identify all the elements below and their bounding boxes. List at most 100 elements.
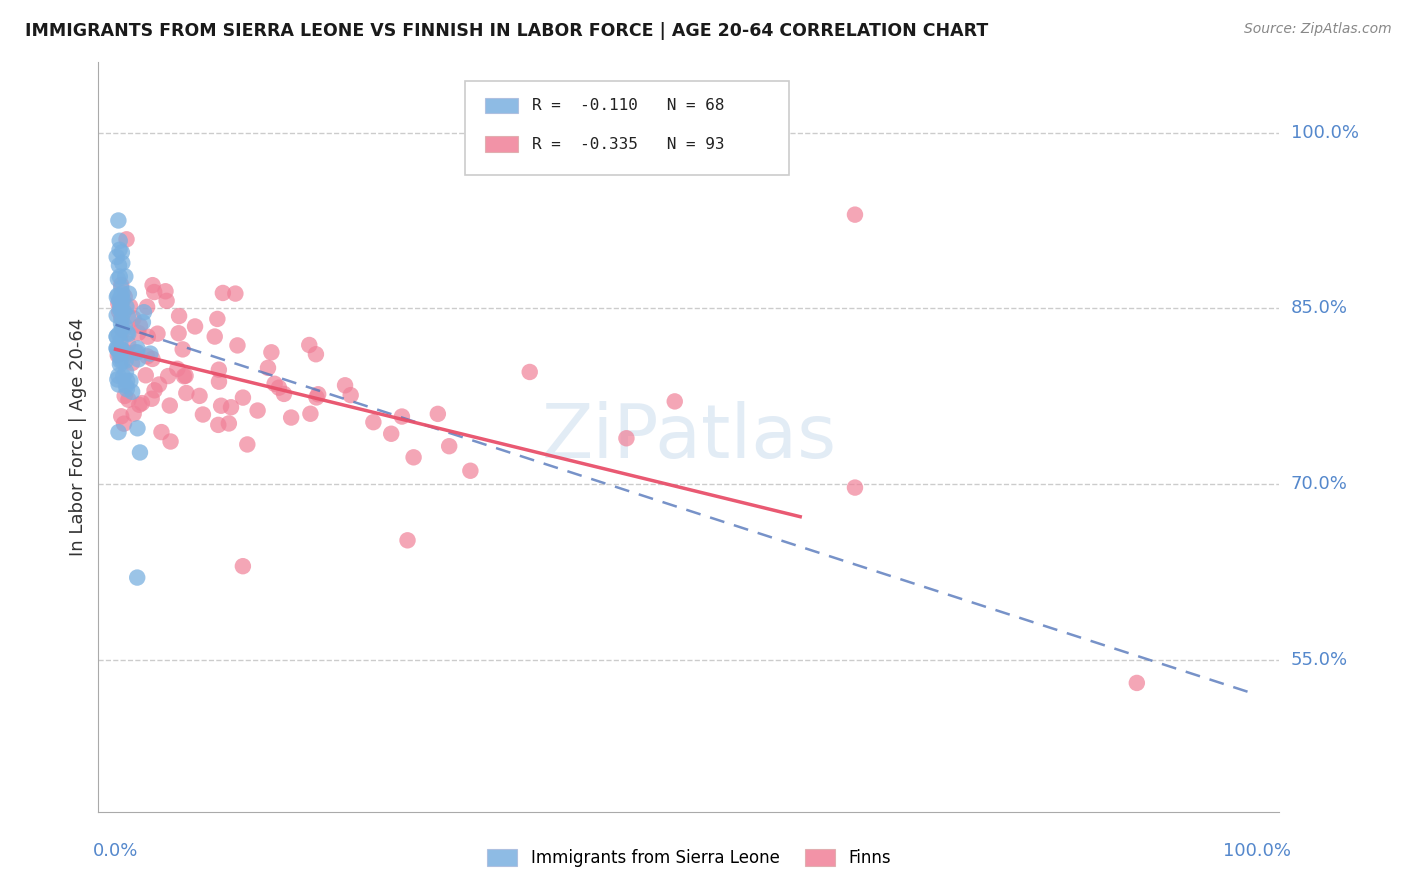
Point <box>129 445 152 459</box>
Point <box>141 392 163 406</box>
Point <box>167 326 190 341</box>
Point <box>108 293 131 308</box>
Point <box>209 399 232 413</box>
Point <box>260 345 283 359</box>
Point <box>176 386 198 401</box>
Point <box>136 349 159 363</box>
Point <box>139 346 162 360</box>
Point <box>174 368 197 383</box>
Point <box>129 318 152 333</box>
Point <box>108 243 131 257</box>
Point <box>117 326 139 340</box>
Point <box>110 354 132 368</box>
Point <box>111 343 134 357</box>
Point <box>105 250 128 264</box>
Point <box>107 425 129 439</box>
Point <box>111 321 134 335</box>
Point <box>844 208 866 222</box>
Point <box>111 256 134 270</box>
Point <box>184 319 207 334</box>
Point <box>105 329 128 343</box>
Point <box>108 269 131 284</box>
Point <box>157 369 180 384</box>
Point <box>110 317 132 331</box>
Point <box>110 343 132 357</box>
Point <box>263 376 285 391</box>
Point <box>108 349 131 363</box>
Point <box>460 464 482 478</box>
Point <box>117 310 139 324</box>
Point <box>122 407 145 421</box>
Point <box>127 421 149 435</box>
FancyBboxPatch shape <box>485 136 517 153</box>
Point <box>108 326 131 341</box>
Point <box>155 285 177 299</box>
Point <box>111 354 134 368</box>
Point <box>224 286 246 301</box>
Point <box>143 285 166 299</box>
Point <box>191 408 214 422</box>
Legend: Immigrants from Sierra Leone, Finns: Immigrants from Sierra Leone, Finns <box>488 849 890 867</box>
Point <box>172 343 194 357</box>
Point <box>117 337 139 351</box>
Point <box>115 378 138 392</box>
Point <box>132 315 155 329</box>
Point <box>299 407 322 421</box>
Point <box>148 377 170 392</box>
Point <box>107 213 129 227</box>
Point <box>519 365 541 379</box>
Point <box>426 407 449 421</box>
Point <box>105 342 128 356</box>
Text: 100.0%: 100.0% <box>1291 124 1358 142</box>
Point <box>110 311 132 326</box>
Point <box>110 281 132 295</box>
Point <box>127 352 149 367</box>
Point <box>115 382 138 396</box>
Point <box>136 300 159 314</box>
Point <box>339 388 361 402</box>
Y-axis label: In Labor Force | Age 20-64: In Labor Force | Age 20-64 <box>69 318 87 557</box>
Point <box>105 290 128 304</box>
Point <box>142 278 165 293</box>
Point <box>110 299 132 313</box>
Point <box>105 372 128 386</box>
Point <box>136 329 159 343</box>
Point <box>115 345 138 359</box>
Point <box>246 403 269 417</box>
Point <box>107 296 129 310</box>
Text: R =  -0.335   N = 93: R = -0.335 N = 93 <box>531 136 724 152</box>
Point <box>844 481 866 495</box>
FancyBboxPatch shape <box>485 97 517 113</box>
Point <box>108 357 131 371</box>
Point <box>110 298 132 312</box>
Point <box>273 387 295 401</box>
Point <box>127 342 149 356</box>
Point <box>155 293 177 308</box>
Point <box>114 269 136 284</box>
Point <box>166 361 188 376</box>
Point <box>159 399 181 413</box>
Point <box>114 389 136 403</box>
Point <box>132 305 155 319</box>
Point <box>298 338 321 352</box>
Point <box>307 387 329 401</box>
Point <box>380 426 402 441</box>
Point <box>107 377 129 392</box>
Text: R =  -0.110   N = 68: R = -0.110 N = 68 <box>531 98 724 113</box>
Point <box>108 302 131 317</box>
Point <box>105 308 128 322</box>
Point <box>131 396 153 410</box>
Point <box>218 417 240 431</box>
Point <box>121 356 143 370</box>
Point <box>396 533 419 548</box>
Point <box>110 409 132 424</box>
Point <box>120 300 142 314</box>
Point <box>110 277 132 292</box>
Point <box>108 259 131 273</box>
Point <box>280 410 302 425</box>
Point <box>111 293 134 307</box>
Point <box>120 374 142 388</box>
Point <box>207 417 229 432</box>
Point <box>141 351 163 366</box>
Point <box>616 431 638 445</box>
